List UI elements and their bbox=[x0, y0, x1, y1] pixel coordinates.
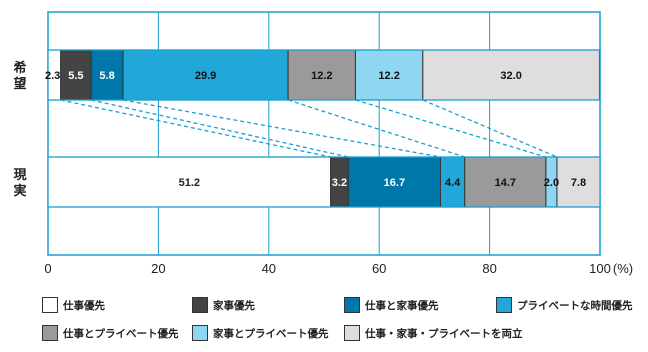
legend-swatch bbox=[42, 325, 58, 341]
segment-value-label: 5.8 bbox=[99, 70, 114, 82]
legend-item: 家事優先 bbox=[192, 297, 344, 313]
row-label-char: 現 bbox=[13, 168, 26, 183]
bar-outline bbox=[47, 49, 601, 101]
segment-value-label: 29.9 bbox=[195, 70, 216, 82]
segment-value-label: 2.0 bbox=[544, 177, 559, 189]
legend-label: 仕事とプライベート優先 bbox=[63, 327, 179, 340]
segment-value-label: 2.3 bbox=[45, 70, 60, 82]
legend-row-1: 仕事優先 家事優先 仕事と家事優先 プライベートな時間優先 bbox=[42, 291, 642, 319]
row-label-char: 望 bbox=[13, 76, 26, 92]
segment-value-label: 12.2 bbox=[311, 70, 332, 82]
bar-segment bbox=[354, 49, 424, 101]
legend-item: 仕事とプライベート優先 bbox=[42, 325, 192, 341]
legend-label: 仕事と家事優先 bbox=[365, 299, 439, 312]
x-axis-ticks: 0 20 40 60 80 100 (%) bbox=[44, 261, 633, 276]
legend-item: 仕事と家事優先 bbox=[344, 297, 496, 313]
connector-line bbox=[422, 99, 558, 158]
segment-value-label: 5.5 bbox=[68, 70, 83, 82]
legend-label: 家事とプライベート優先 bbox=[213, 327, 329, 340]
bar-segment bbox=[347, 156, 441, 208]
x-tick-label: 100 bbox=[589, 261, 611, 276]
segment-value-label: 3.2 bbox=[332, 177, 347, 189]
x-axis-unit: (%) bbox=[613, 261, 633, 276]
connector-line bbox=[355, 99, 547, 158]
segment-value-label: 16.7 bbox=[384, 177, 405, 189]
x-tick-label: 80 bbox=[482, 261, 496, 276]
x-tick-label: 60 bbox=[372, 261, 386, 276]
legend-label: 仕事優先 bbox=[63, 299, 105, 312]
x-tick-label: 0 bbox=[44, 261, 51, 276]
legend-label: 仕事・家事・プライベートを両立 bbox=[365, 327, 523, 340]
bar-segment bbox=[122, 49, 289, 101]
connector-line bbox=[122, 99, 441, 158]
connector-line bbox=[60, 99, 331, 158]
bar-segment bbox=[439, 156, 466, 208]
connector-lines bbox=[60, 99, 558, 158]
bars bbox=[47, 49, 601, 208]
legend-label: 家事優先 bbox=[213, 299, 255, 312]
legend-item: プライベートな時間優先 bbox=[496, 297, 633, 313]
legend-swatch bbox=[42, 297, 58, 313]
legend-swatch bbox=[344, 325, 360, 341]
bar-outline bbox=[47, 156, 601, 208]
legend-swatch bbox=[344, 297, 360, 313]
segment-value-label: 51.2 bbox=[179, 177, 200, 189]
stacked-bar-chart: 2.3 5.5 5.8 29.9 12.2 12.2 32.0 51.2 3.2 16.7 4.4 1… bbox=[13, 11, 633, 276]
legend-swatch bbox=[192, 297, 208, 313]
x-tick-label: 40 bbox=[262, 261, 276, 276]
x-tick-label: 20 bbox=[151, 261, 165, 276]
connector-line bbox=[287, 99, 465, 158]
legend-label: プライベートな時間優先 bbox=[517, 299, 633, 312]
legend-row-2: 仕事とプライベート優先 家事とプライベート優先 仕事・家事・プライベートを両立 bbox=[42, 319, 642, 347]
segment-value-label: 12.2 bbox=[378, 70, 399, 82]
segment-value-label: 7.8 bbox=[571, 177, 586, 189]
segment-value-label: 32.0 bbox=[500, 70, 521, 82]
plot-frame bbox=[47, 11, 601, 256]
legend-item: 家事とプライベート優先 bbox=[192, 325, 344, 341]
grid-lines bbox=[47, 12, 601, 255]
segment-value-label: 4.4 bbox=[445, 177, 461, 189]
connector-line bbox=[90, 99, 349, 158]
legend-swatch bbox=[192, 325, 208, 341]
row-label-char: 実 bbox=[13, 183, 26, 199]
segment-labels: 2.3 5.5 5.8 29.9 12.2 12.2 32.0 51.2 3.2 16.7 4.4 1… bbox=[45, 70, 586, 189]
legend-swatch bbox=[496, 297, 512, 313]
row-label-char: 希 bbox=[13, 60, 26, 76]
segment-value-label: 14.7 bbox=[495, 177, 516, 189]
legend: 仕事優先 家事優先 仕事と家事優先 プライベートな時間優先 仕事とプライベート優… bbox=[42, 291, 642, 347]
legend-item: 仕事・家事・プライベートを両立 bbox=[344, 325, 523, 341]
bar-segment bbox=[464, 156, 547, 208]
legend-item: 仕事優先 bbox=[42, 297, 192, 313]
